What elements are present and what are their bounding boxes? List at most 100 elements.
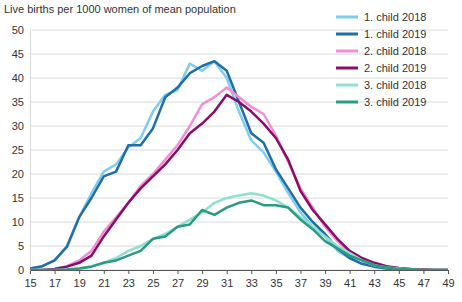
series-line: [30, 193, 448, 270]
legend-swatch: [336, 50, 358, 53]
legend-label: 3. child 2019: [364, 96, 426, 108]
series-line: [30, 200, 448, 270]
series-line: [30, 95, 448, 270]
series-line: [30, 88, 448, 270]
x-axis-line: [31, 271, 449, 275]
y-tick-label: 20: [12, 168, 24, 180]
x-tick: 31: [221, 270, 233, 289]
x-tick-label: 37: [295, 277, 307, 289]
y-tick: 35: [12, 96, 30, 108]
x-tick-mark: [104, 270, 105, 274]
legend-label: 1. child 2019: [364, 28, 426, 40]
x-tick-mark: [153, 270, 154, 274]
y-tick: 40: [12, 72, 30, 84]
legend-label: 2. child 2019: [364, 62, 426, 74]
legend-label: 1. child 2018: [364, 11, 426, 23]
x-tick-mark: [227, 270, 228, 274]
y-tick: 45: [12, 48, 30, 60]
x-tick-label: 41: [344, 277, 356, 289]
x-tick-mark: [448, 270, 449, 274]
y-tick-label: 25: [12, 144, 24, 156]
y-tick-label: 0: [18, 264, 24, 276]
x-tick-mark: [399, 270, 400, 274]
x-tick-label: 35: [270, 277, 282, 289]
x-tick-mark: [128, 270, 129, 274]
legend-swatch: [336, 16, 358, 19]
x-tick-mark: [374, 270, 375, 274]
x-tick-mark: [55, 270, 56, 274]
x-tick-mark: [300, 270, 301, 274]
y-tick-label: 40: [12, 72, 24, 84]
x-tick-label: 25: [147, 277, 159, 289]
legend-swatch: [336, 33, 358, 36]
x-tick-mark: [423, 270, 424, 274]
series-line: [30, 61, 448, 270]
grid-line: [30, 246, 448, 247]
legend-swatch: [336, 101, 358, 104]
y-tick: 20: [12, 168, 30, 180]
x-tick-label: 33: [246, 277, 258, 289]
y-tick: 0: [18, 264, 30, 276]
x-tick-label: 43: [369, 277, 381, 289]
x-tick: 37: [295, 270, 307, 289]
x-tick-label: 27: [172, 277, 184, 289]
x-tick-label: 15: [24, 277, 36, 289]
legend: 1. child 2018 1. child 2019 2. child 2018 2…: [336, 11, 426, 108]
y-tick-label: 15: [12, 192, 24, 204]
x-tick-mark: [79, 270, 80, 274]
x-tick: 41: [344, 270, 356, 289]
y-tick: 25: [12, 144, 30, 156]
x-tick-mark: [30, 270, 31, 274]
y-tick-label: 5: [18, 240, 24, 252]
x-tick-mark: [202, 270, 203, 274]
x-tick-label: 23: [123, 277, 135, 289]
x-tick: 45: [393, 270, 405, 289]
y-tick-label: 10: [12, 216, 24, 228]
x-tick-label: 45: [393, 277, 405, 289]
y-tick: 50: [12, 24, 30, 36]
x-tick: 43: [369, 270, 381, 289]
x-tick-label: 19: [74, 277, 86, 289]
x-tick: 39: [319, 270, 331, 289]
grid-line: [30, 174, 448, 175]
x-tick: 35: [270, 270, 282, 289]
y-tick-label: 30: [12, 120, 24, 132]
y-axis: 0 5 10 15 20 25 30 35 40 45 50: [12, 24, 31, 276]
legend-swatch: [336, 84, 358, 87]
grid-line: [30, 126, 448, 127]
x-tick-mark: [276, 270, 277, 274]
x-tick: 47: [418, 270, 430, 289]
plot-lines: [30, 61, 448, 270]
x-tick-mark: [251, 270, 252, 274]
x-tick: 17: [49, 270, 61, 289]
y-tick-label: 50: [12, 24, 24, 36]
y-tick: 10: [12, 216, 30, 228]
y-tick: 30: [12, 120, 30, 132]
x-tick: 49: [442, 270, 454, 289]
series-line: [30, 61, 448, 270]
grid-line: [30, 150, 448, 151]
x-tick-label: 47: [418, 277, 430, 289]
x-tick: 19: [74, 270, 86, 289]
x-tick: 23: [123, 270, 135, 289]
x-tick: 21: [98, 270, 110, 289]
legend-swatch: [336, 67, 358, 70]
x-tick-label: 21: [98, 277, 110, 289]
x-axis: 15 17 19 21 23 25 27 29 31 33 35 37 39 41 43 45 47 49: [24, 270, 454, 289]
x-tick: 33: [246, 270, 258, 289]
y-tick: 15: [12, 192, 30, 204]
x-tick: 29: [196, 270, 208, 289]
legend-label: 3. child 2018: [364, 79, 426, 91]
legend-label: 2. child 2018: [364, 45, 426, 57]
x-tick: 25: [147, 270, 159, 289]
y-tick-label: 35: [12, 96, 24, 108]
x-tick-mark: [178, 270, 179, 274]
x-tick-label: 29: [196, 277, 208, 289]
x-tick-label: 49: [442, 277, 454, 289]
x-tick-mark: [325, 270, 326, 274]
x-tick: 15: [24, 270, 36, 289]
grid-line: [30, 222, 448, 223]
y-tick: 5: [18, 240, 30, 252]
y-tick-label: 45: [12, 48, 24, 60]
y-axis-title: Live births per 1000 women of mean popul…: [4, 3, 236, 15]
